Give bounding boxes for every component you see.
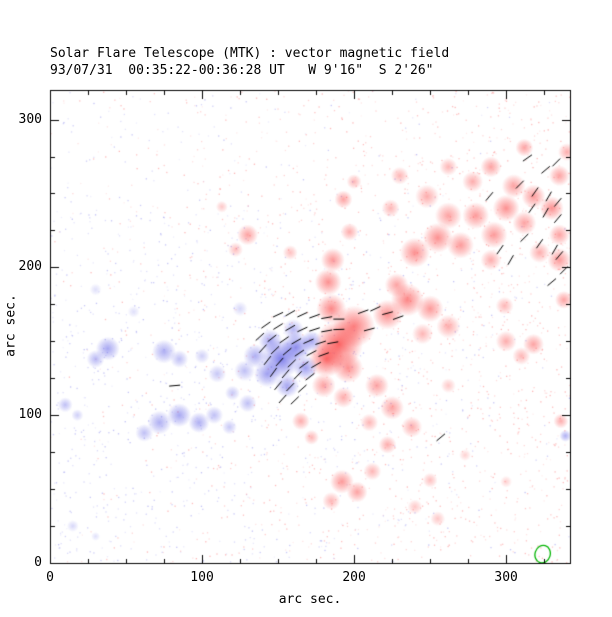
x-tick-label: 100	[190, 570, 214, 585]
x-tick-label: 200	[342, 570, 366, 585]
plot-title: Solar Flare Telescope (MTK) : vector mag…	[50, 46, 450, 61]
plot-subtitle: 93/07/31 00:35:22-00:36:28 UT W 9'16" S …	[50, 63, 434, 78]
y-tick-label: 100	[18, 407, 42, 423]
y-tick-label: 300	[18, 111, 42, 127]
y-tick-label: 200	[18, 259, 42, 275]
x-axis-label: arc sec.	[278, 592, 342, 607]
x-tick-label: 300	[494, 570, 518, 585]
y-tick-label: 0	[34, 555, 42, 570]
x-tick-label: 0	[46, 570, 54, 585]
y-axis-label: arc sec.	[3, 294, 19, 357]
